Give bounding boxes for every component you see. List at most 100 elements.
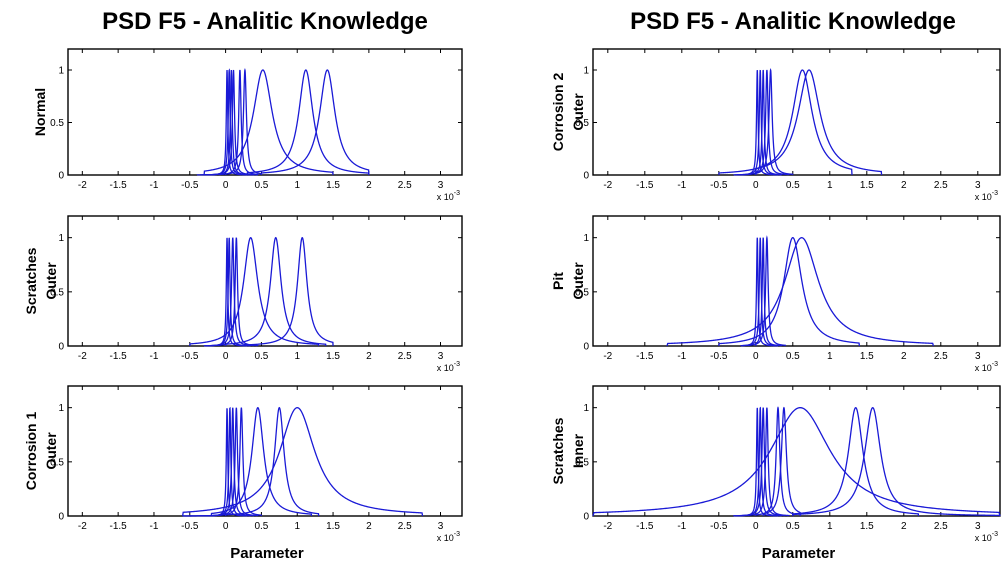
x-tick-label: -1.5 xyxy=(110,351,128,362)
series-curve xyxy=(755,68,794,176)
x-tick-label: 3 xyxy=(438,521,444,532)
x-tick-label: -1 xyxy=(150,180,159,191)
x-axis-label: Parameter xyxy=(230,545,304,562)
x-tick-label: 1.5 xyxy=(326,180,340,191)
x-tick-label: -0.5 xyxy=(710,521,728,532)
x-tick-label: 1.5 xyxy=(860,521,874,532)
axes-box xyxy=(67,215,463,347)
x-exponent-label: x 10-3 xyxy=(437,361,460,373)
y-tick-label: 0.5 xyxy=(50,118,64,129)
series-curve xyxy=(260,69,370,176)
y-tick-label: 0 xyxy=(583,342,589,353)
y-tick-label: 1 xyxy=(58,403,64,414)
x-tick-label: 2 xyxy=(366,351,372,362)
x-tick-label: 1.5 xyxy=(326,351,340,362)
x-tick-label: 3 xyxy=(975,180,981,191)
x-tick-label: -1 xyxy=(677,521,686,532)
series-curve xyxy=(592,407,1001,517)
x-tick-label: -1.5 xyxy=(110,521,128,532)
subplot-1-1: -2 -1.5 -1 -0.5 0 0.5 1 1.5 2 2.5 3 0 0.5 1 x 10-3 Pit O… xyxy=(550,215,1001,373)
axes-box xyxy=(67,48,463,176)
y-axis-label-line: Scratches xyxy=(550,417,566,484)
x-exponent-label: x 10-3 xyxy=(975,190,998,202)
x-tick-label: -2 xyxy=(603,180,612,191)
subplot-1-2: -2 -1.5 -1 -0.5 0 0.5 1 1.5 2 2.5 3 0 0.5 1 x 10-3 Scra… xyxy=(550,385,1001,543)
x-tick-label: -0.5 xyxy=(710,180,728,191)
x-tick-label: -1 xyxy=(677,180,686,191)
x-tick-label: 1 xyxy=(827,180,833,191)
series-curve xyxy=(666,237,935,347)
x-tick-label: 2 xyxy=(901,180,907,191)
axes-box xyxy=(592,385,1001,517)
x-tick-label: -2 xyxy=(78,521,87,532)
y-axis-label-line: Outer xyxy=(570,93,586,131)
series-curve xyxy=(755,406,794,517)
x-tick-label: 0.5 xyxy=(254,521,268,532)
series-curve xyxy=(718,237,861,347)
x-tick-label: 3 xyxy=(975,521,981,532)
series-curve xyxy=(203,237,248,347)
x-tick-label: 2 xyxy=(366,521,372,532)
x-tick-label: 0.5 xyxy=(254,351,268,362)
exponent-base: x 10 xyxy=(437,533,454,543)
y-axis-label: Normal xyxy=(32,88,48,136)
x-tick-label: 0 xyxy=(753,521,759,532)
subplot-1-0: -2 -1.5 -1 -0.5 0 0.5 1 1.5 2 2.5 3 0 0.5 1 x 10-3 Corr… xyxy=(550,48,1001,202)
y-tick-label: 0.5 xyxy=(575,457,589,468)
y-tick-label: 1 xyxy=(583,403,589,414)
chart-title: PSD F5 - Analitic Knowledge xyxy=(102,8,428,35)
x-tick-label: 2.5 xyxy=(934,521,948,532)
series-curve xyxy=(189,236,320,347)
exponent-base: x 10 xyxy=(975,192,992,202)
series-curve xyxy=(181,407,424,517)
y-axis-label: Corrosion 2 Outer xyxy=(550,73,586,152)
x-exponent-label: x 10-3 xyxy=(975,531,998,543)
x-tick-label: 0 xyxy=(223,521,229,532)
series-curve xyxy=(792,406,920,517)
y-tick-label: 0.5 xyxy=(50,457,64,468)
subplot-0-2: -2 -1.5 -1 -0.5 0 0.5 1 1.5 2 2.5 3 0 0.5 1 x 10-3 Corr… xyxy=(23,385,463,543)
y-axis-label: Scratches Inner xyxy=(550,417,586,484)
x-tick-label: -0.5 xyxy=(181,351,199,362)
x-tick-label: 2 xyxy=(901,521,907,532)
x-tick-label: 1 xyxy=(827,351,833,362)
series-curve xyxy=(203,69,334,176)
y-axis-label-line: Scratches xyxy=(23,247,39,314)
x-tick-label: 2.5 xyxy=(934,351,948,362)
x-tick-label: 1 xyxy=(294,180,300,191)
x-tick-label: 0.5 xyxy=(786,180,800,191)
y-tick-label: 0.5 xyxy=(575,118,589,129)
series-curve xyxy=(755,69,883,176)
series-curve xyxy=(217,69,259,176)
x-tick-label: -0.5 xyxy=(710,351,728,362)
x-tick-label: 0 xyxy=(223,180,229,191)
x-tick-label: 0 xyxy=(223,351,229,362)
y-axis-label: Scratches Outer xyxy=(23,247,59,314)
series-curve xyxy=(740,237,779,347)
y-tick-label: 0 xyxy=(583,512,589,523)
y-tick-label: 1 xyxy=(583,233,589,244)
exponent-power: -3 xyxy=(992,190,998,197)
subplot-0-0: -2 -1.5 -1 -0.5 0 0.5 1 1.5 2 2.5 3 0 0.5 1 x 10-3 Norm… xyxy=(32,48,463,202)
x-tick-label: -1.5 xyxy=(110,180,128,191)
x-tick-label: 2.5 xyxy=(934,180,948,191)
x-tick-label: -1.5 xyxy=(636,180,654,191)
x-tick-label: 3 xyxy=(975,351,981,362)
y-axis-label-line: Normal xyxy=(32,88,48,136)
y-tick-label: 1 xyxy=(583,66,589,77)
x-tick-label: -1.5 xyxy=(636,351,654,362)
x-tick-label: 0.5 xyxy=(254,180,268,191)
axes-box xyxy=(67,385,463,517)
y-axis-label: Pit Outer xyxy=(550,262,586,300)
exponent-power: -3 xyxy=(454,361,460,368)
exponent-power: -3 xyxy=(992,361,998,368)
x-tick-label: -1.5 xyxy=(636,521,654,532)
x-tick-label: -0.5 xyxy=(181,521,199,532)
axes-box xyxy=(592,48,1001,176)
x-tick-label: 1 xyxy=(827,521,833,532)
series-curve xyxy=(207,69,259,176)
x-exponent-label: x 10-3 xyxy=(437,190,460,202)
x-tick-label: 2 xyxy=(901,351,907,362)
x-tick-label: 2.5 xyxy=(398,521,412,532)
